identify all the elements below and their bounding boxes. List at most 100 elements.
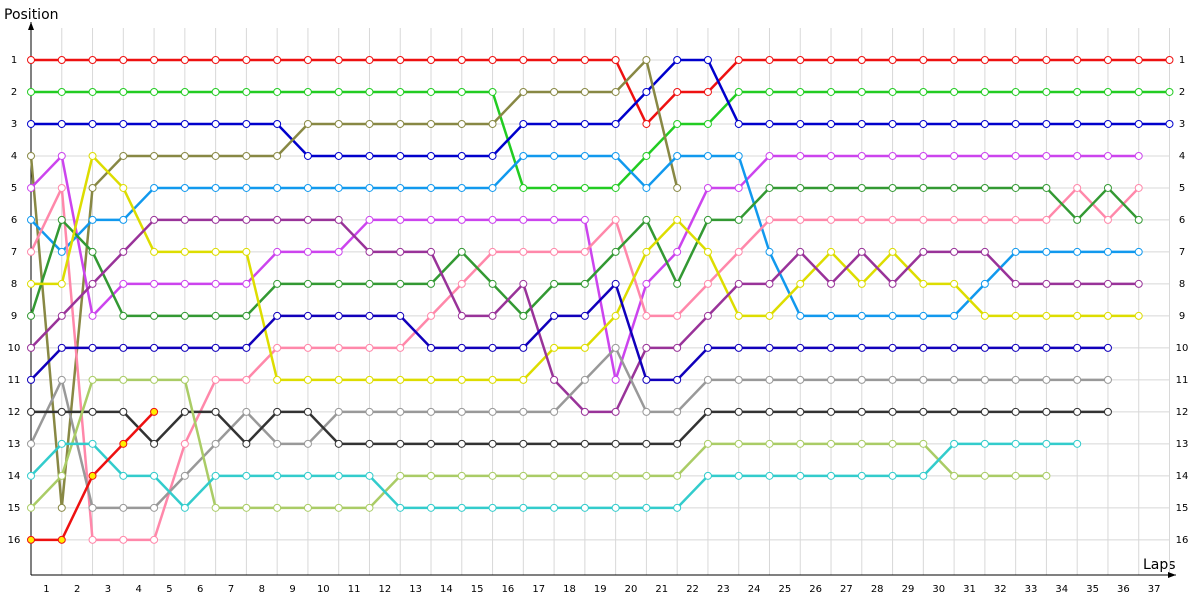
lap-marker <box>919 119 928 128</box>
series-line <box>31 58 1170 126</box>
lap-marker <box>334 407 343 416</box>
lap-marker <box>303 183 312 192</box>
x-axis-title: Laps <box>1143 557 1176 573</box>
lap-marker <box>980 183 989 192</box>
lap-marker <box>980 55 989 64</box>
lap-marker <box>180 279 189 288</box>
lap-marker <box>334 279 343 288</box>
lap-marker <box>396 375 405 384</box>
lap-marker <box>57 311 66 320</box>
lap-marker <box>150 247 159 256</box>
x-tick-label: 6 <box>197 584 203 595</box>
series-line <box>30 378 1047 510</box>
lap-marker <box>27 119 35 128</box>
x-tick-label: 23 <box>717 584 730 595</box>
lap-marker <box>488 87 497 96</box>
lap-marker <box>180 343 189 352</box>
lap-marker <box>857 375 866 384</box>
lap-marker <box>673 311 682 320</box>
lap-marker <box>519 503 528 512</box>
lap-marker <box>642 407 651 416</box>
lap-marker <box>242 407 251 416</box>
lap-marker <box>1042 279 1051 288</box>
lap-marker <box>1073 215 1082 224</box>
lap-marker <box>303 87 312 96</box>
lap-marker <box>950 151 959 160</box>
lap-marker <box>827 247 836 256</box>
lap-marker <box>457 87 466 96</box>
lap-marker <box>703 183 712 192</box>
lap-marker <box>1073 311 1082 320</box>
lap-marker <box>396 343 405 352</box>
lap-marker <box>827 119 836 128</box>
lap-marker <box>550 279 559 288</box>
lap-marker <box>57 247 66 256</box>
x-tick-label: 12 <box>378 584 391 595</box>
lap-marker <box>396 55 405 64</box>
y-tick-label: 5 <box>1179 183 1185 194</box>
x-tick-label: 19 <box>594 584 607 595</box>
lap-marker <box>765 247 774 256</box>
lap-marker <box>611 471 620 480</box>
lap-marker <box>211 471 220 480</box>
lap-marker <box>119 311 128 320</box>
lap-marker <box>611 247 620 256</box>
lap-marker <box>673 471 682 480</box>
lap-marker <box>457 215 466 224</box>
y-tick-label: 9 <box>11 311 17 322</box>
lap-marker <box>1165 87 1174 96</box>
lap-marker <box>580 375 589 384</box>
lap-marker <box>211 119 220 128</box>
lap-marker <box>150 343 159 352</box>
y-tick-label: 14 <box>1176 471 1189 482</box>
lap-marker <box>303 503 312 512</box>
lap-marker <box>273 503 282 512</box>
lap-marker <box>488 407 497 416</box>
x-tick-label: 16 <box>502 584 515 595</box>
lap-marker <box>150 535 159 544</box>
lap-marker <box>1042 183 1051 192</box>
lap-marker <box>980 215 989 224</box>
y-tick-label: 11 <box>8 375 21 386</box>
lap-marker <box>427 471 436 480</box>
lap-marker <box>88 471 97 480</box>
x-tick-label: 15 <box>471 584 484 595</box>
lap-marker <box>703 247 712 256</box>
y-tick-label: 12 <box>8 407 21 418</box>
lap-marker <box>427 183 436 192</box>
lap-marker <box>950 215 959 224</box>
lap-marker <box>211 215 220 224</box>
lap-marker <box>1011 311 1020 320</box>
lap-marker <box>88 311 97 320</box>
lap-marker <box>1011 87 1020 96</box>
lap-marker <box>396 183 405 192</box>
lap-marker <box>1073 151 1082 160</box>
lap-marker <box>396 87 405 96</box>
lap-marker <box>1011 215 1020 224</box>
lap-marker <box>150 503 159 512</box>
lap-marker <box>150 279 159 288</box>
lap-marker <box>273 311 282 320</box>
lap-marker <box>1011 375 1020 384</box>
lap-marker <box>119 375 128 384</box>
lap-marker <box>611 439 620 448</box>
x-tick-label: 22 <box>686 584 699 595</box>
y-tick-label: 8 <box>11 279 17 290</box>
lap-marker <box>734 311 743 320</box>
lap-marker <box>365 183 374 192</box>
lap-marker <box>950 375 959 384</box>
lap-marker <box>673 247 682 256</box>
x-tick-label: 17 <box>532 584 545 595</box>
x-tick-label: 29 <box>902 584 915 595</box>
lap-marker <box>1011 55 1020 64</box>
lap-marker <box>827 151 836 160</box>
lap-marker <box>1134 119 1143 128</box>
lap-marker <box>57 375 66 384</box>
y-tick-label: 10 <box>8 343 21 354</box>
lap-marker <box>611 407 620 416</box>
lap-marker <box>919 407 928 416</box>
y-tick-label: 11 <box>1176 375 1189 386</box>
lap-marker <box>180 87 189 96</box>
lap-marker <box>642 375 651 384</box>
lap-marker <box>857 407 866 416</box>
